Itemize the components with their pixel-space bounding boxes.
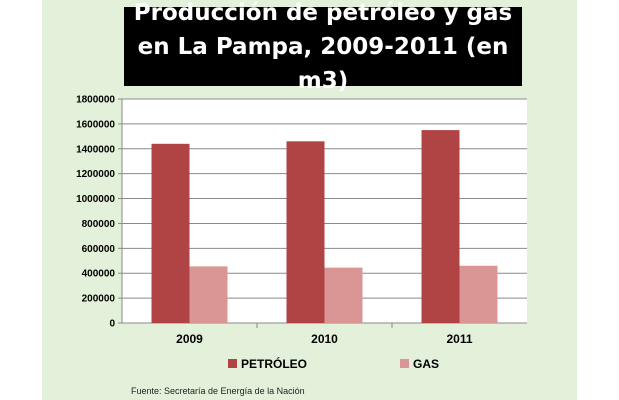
y-tick-label: 0 (109, 319, 115, 330)
y-tick-label: 1400000 (76, 144, 115, 155)
bar-gas-2010 (324, 267, 363, 323)
legend-label: PETRÓLEO (241, 356, 307, 371)
chart-title: Producción de petróleo y gas en La Pampa… (133, 0, 513, 94)
bar-gas-2009 (189, 266, 228, 323)
legend-swatch (400, 359, 409, 368)
source-note: Fuente: Secretaría de Energía de la Naci… (131, 386, 305, 396)
x-category-label: 2009 (176, 332, 203, 346)
bar-petr-leo-2010 (286, 141, 325, 323)
legend-swatch (228, 359, 237, 368)
x-category-label: 2011 (446, 332, 472, 346)
chart-title-box: Producción de petróleo y gas en La Pampa… (124, 0, 522, 94)
y-tick-label: 200000 (82, 294, 116, 305)
bar-petr-leo-2009 (151, 143, 190, 323)
bar-gas-2011 (459, 265, 498, 323)
legend-label: GAS (413, 357, 439, 371)
y-tick-label: 800000 (82, 219, 116, 230)
y-tick-label: 1800000 (76, 95, 115, 106)
y-tick-label: 1000000 (76, 194, 115, 205)
x-category-label: 2010 (311, 332, 338, 346)
y-tick-label: 1200000 (76, 169, 115, 180)
y-tick-label: 1600000 (76, 119, 115, 130)
y-tick-label: 400000 (82, 269, 116, 280)
bar-petr-leo-2011 (421, 130, 460, 323)
y-tick-label: 600000 (82, 244, 116, 255)
